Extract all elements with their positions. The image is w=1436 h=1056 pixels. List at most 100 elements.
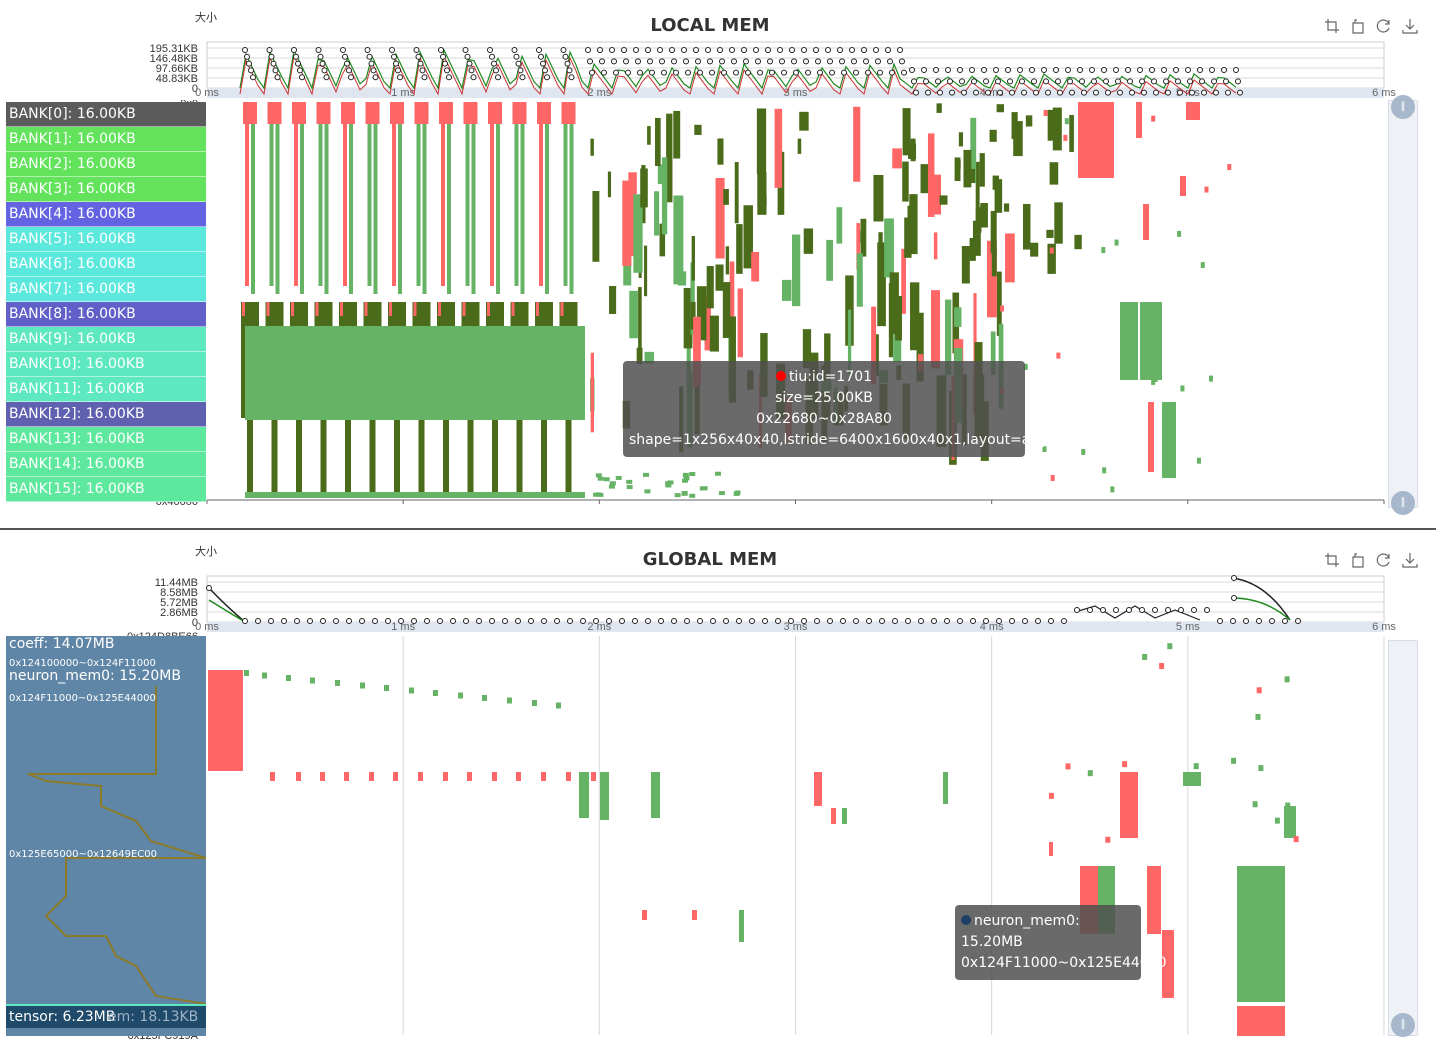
local-usage-point (342, 53, 348, 60)
bank-item[interactable]: BANK[7]: 16.00KB (6, 277, 206, 302)
memory-block (296, 772, 301, 781)
bank-item[interactable]: BANK[15]: 16.00KB (6, 477, 206, 502)
global-usage-point (554, 618, 560, 624)
local-usage-point (721, 69, 727, 76)
memory-block (729, 316, 736, 403)
bank-item[interactable]: BANK[14]: 16.00KB (6, 452, 206, 477)
memory-block (266, 302, 270, 316)
local-usage-point (393, 60, 399, 67)
bank-item[interactable]: BANK[11]: 16.00KB (6, 377, 206, 402)
memory-block (1003, 203, 1010, 212)
memory-block (657, 164, 664, 185)
memory-block (659, 223, 666, 257)
local-usage-point (885, 47, 891, 53)
slider-handle-bottom[interactable]: ∥ (1391, 1013, 1415, 1037)
bank-item[interactable]: BANK[10]: 16.00KB (6, 352, 206, 377)
local-usage-point (1177, 89, 1183, 96)
local-usage-point (564, 60, 571, 67)
memory-block (392, 124, 396, 286)
bank-item[interactable]: BANK[12]: 16.00KB (6, 402, 206, 427)
bank-item[interactable]: BANK[3]: 16.00KB (6, 177, 206, 202)
global-vertical-slider[interactable]: ∥ (1388, 640, 1418, 1037)
memory-block (467, 772, 472, 781)
local-usage-point (515, 60, 522, 67)
region-label[interactable]: neuron_mem0: 15.20MB (9, 668, 181, 684)
global-usage-point (268, 618, 274, 624)
memory-block (439, 102, 453, 124)
local-usage-point (493, 67, 499, 74)
local-usage-point (295, 60, 301, 67)
local-usage-point (851, 58, 857, 65)
bank-item[interactable]: BANK[4]: 16.00KB (6, 202, 206, 227)
local-usage-point (973, 89, 979, 96)
region-range: 0x124100000~0x124F11000 (9, 658, 156, 669)
bank-item[interactable]: BANK[2]: 16.00KB (6, 152, 206, 177)
global-usage-point (463, 618, 469, 624)
zoom-reset-icon[interactable] (1350, 552, 1366, 568)
bank-item[interactable]: BANK[1]: 16.00KB (6, 127, 206, 152)
bank-item[interactable]: BANK[6]: 16.00KB (6, 252, 206, 277)
zoom-select-icon[interactable] (1324, 18, 1340, 34)
mini-x-tick-label: 0 ms (195, 621, 219, 633)
local-usage-point (933, 67, 939, 73)
local-usage-point (1189, 89, 1195, 96)
memory-block (462, 302, 466, 316)
memory-block (1177, 230, 1182, 237)
memory-block (1054, 202, 1063, 244)
global-usage-point (580, 618, 586, 624)
zoom-select-icon[interactable] (1324, 552, 1340, 568)
local-usage-point (1043, 78, 1049, 85)
global-usage-point (1191, 607, 1197, 613)
memory-block (683, 288, 693, 349)
slider-handle-bottom[interactable]: ∥ (1391, 491, 1415, 515)
memory-block (360, 682, 365, 689)
bank-item[interactable]: BANK[8]: 16.00KB (6, 302, 206, 327)
global-usage-point (892, 618, 898, 624)
memory-block (422, 124, 427, 294)
memory-block (734, 162, 739, 224)
memory-block (673, 195, 684, 285)
memory-block (961, 246, 970, 284)
memory-block (340, 302, 343, 316)
local-usage-point (589, 69, 595, 76)
local-usage-point (489, 53, 495, 60)
zoom-reset-icon[interactable] (1350, 18, 1366, 34)
memory-block (1052, 107, 1062, 151)
region-label[interactable]: coeff: 14.07MB (9, 636, 115, 652)
memory-block (597, 492, 604, 497)
bank-item[interactable]: BANK[13]: 16.00KB (6, 427, 206, 452)
memory-block (1074, 234, 1082, 250)
local-usage-point (560, 47, 567, 53)
memory-block (1095, 102, 1113, 178)
memory-block (975, 207, 982, 233)
local-usage-point (1029, 67, 1035, 73)
memory-block (856, 223, 861, 270)
region-tensor[interactable]: tensor: 6.23MB em: 18.13KB (6, 1004, 206, 1028)
local-usage-point (995, 78, 1001, 85)
slider-handle-top[interactable]: ∥ (1391, 95, 1415, 119)
memory-block (1011, 112, 1018, 140)
memory-block (1050, 475, 1055, 482)
local-usage-point (1165, 89, 1171, 96)
memory-block (364, 302, 368, 316)
local-usage-point (1125, 67, 1131, 73)
memory-block (725, 246, 730, 275)
memory-block (1167, 643, 1173, 650)
local-usage-point (421, 74, 428, 81)
memory-block (541, 772, 546, 781)
local-vertical-slider[interactable]: ∥ ∥ (1388, 95, 1418, 515)
memory-block (661, 157, 668, 235)
memory-block (736, 224, 743, 274)
download-icon[interactable] (1402, 552, 1418, 568)
bank-item[interactable]: BANK[9]: 16.00KB (6, 327, 206, 352)
download-icon[interactable] (1402, 18, 1418, 34)
memory-block (996, 271, 1002, 336)
memory-block (1063, 134, 1068, 141)
bank-item[interactable]: BANK[5]: 16.00KB (6, 227, 206, 252)
bank-item[interactable]: BANK[0]: 16.00KB (6, 102, 206, 127)
restore-icon[interactable] (1376, 552, 1392, 568)
memory-block (566, 772, 571, 781)
memory-block (245, 326, 585, 420)
restore-icon[interactable] (1376, 18, 1392, 34)
